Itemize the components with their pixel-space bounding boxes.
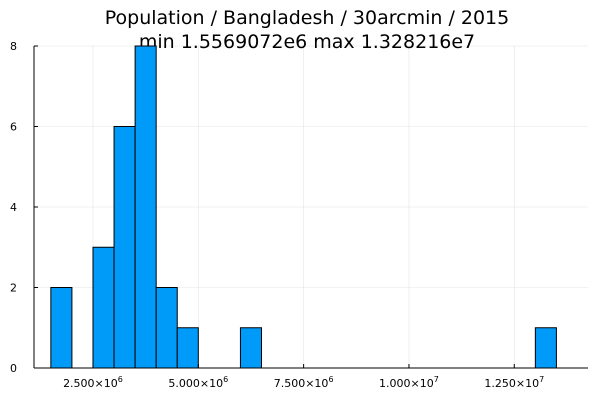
histogram-bar xyxy=(534,327,557,369)
y-tick-label: 4 xyxy=(10,201,17,214)
histogram-bar xyxy=(92,246,115,369)
y-tick-label: 6 xyxy=(10,121,17,134)
ticks-layer: 0 2 4 6 8 2.500×106 5.000×106 7.500×106 1.000×10… xyxy=(10,40,544,390)
x-tick-label: 1.250×107 xyxy=(484,375,544,390)
x-tick-label: 7.500×106 xyxy=(274,375,334,390)
histogram-bar xyxy=(50,287,73,369)
chart-subtitle: min 1.5569072e6 max 1.328216e7 xyxy=(139,31,475,53)
x-tick-label: 5.000×106 xyxy=(168,375,228,390)
y-tick-label: 8 xyxy=(10,40,17,53)
y-tick-label: 2 xyxy=(10,282,17,295)
histogram-bar xyxy=(155,287,178,369)
histogram-bar xyxy=(134,45,157,369)
x-tick-label: 2.500×106 xyxy=(63,375,123,390)
chart-title: Population / Bangladesh / 30arcmin / 201… xyxy=(105,7,510,29)
y-tick-label: 0 xyxy=(10,362,17,375)
histogram-bar xyxy=(113,126,136,369)
histogram-bar xyxy=(239,327,262,369)
histogram-bar xyxy=(176,327,199,369)
x-tick-label: 1.000×107 xyxy=(379,375,439,390)
bars-layer xyxy=(50,45,557,369)
